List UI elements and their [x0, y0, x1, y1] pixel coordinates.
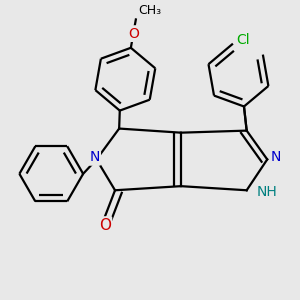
Text: O: O: [128, 27, 139, 40]
Text: N: N: [270, 150, 281, 164]
Text: NH: NH: [257, 185, 278, 199]
Text: O: O: [99, 218, 111, 233]
Text: Cl: Cl: [236, 33, 250, 46]
Text: CH₃: CH₃: [138, 4, 161, 17]
Text: N: N: [89, 150, 100, 164]
